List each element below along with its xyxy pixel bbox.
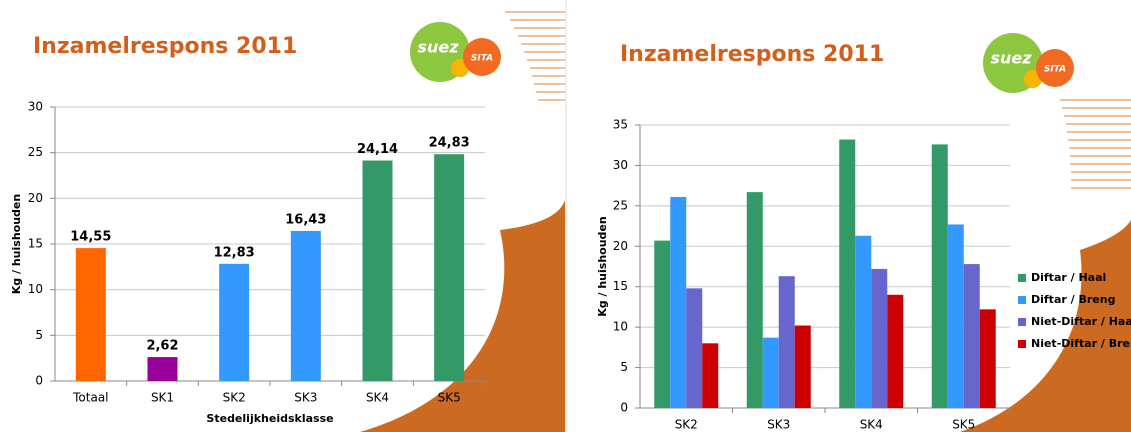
bar <box>839 139 856 408</box>
y-tick-label: 20 <box>613 239 628 253</box>
value-label: 12,83 <box>214 245 255 260</box>
right-decoration <box>960 99 1131 432</box>
left-decoration <box>360 0 565 432</box>
bar <box>947 224 964 408</box>
bar <box>147 357 178 381</box>
logo-partner: SITA <box>1044 65 1066 75</box>
y-tick-label: 25 <box>613 198 628 212</box>
y-tick-label: 25 <box>28 145 43 159</box>
bar <box>887 294 904 408</box>
bar <box>794 325 811 408</box>
bar <box>434 154 465 381</box>
x-tick-label: SK3 <box>294 391 317 405</box>
x-tick-label: SK2 <box>223 391 246 405</box>
x-tick-label: SK5 <box>438 391 461 405</box>
bar <box>654 240 671 408</box>
y-tick-label: 15 <box>28 237 43 251</box>
logo-partner: SITA <box>471 54 493 64</box>
value-label: 2,62 <box>146 339 178 354</box>
chart-title: Inzamelrespons 2011 <box>33 34 297 59</box>
x-tick-label: SK4 <box>860 418 883 432</box>
bar <box>963 264 980 408</box>
x-tick-label: SK3 <box>767 418 790 432</box>
bar <box>855 235 872 408</box>
legend-label: Niet-Diftar / Breng <box>1031 337 1131 350</box>
y-tick-label: 35 <box>613 118 628 132</box>
bar <box>686 288 703 408</box>
bar <box>746 192 763 408</box>
bar <box>362 160 393 381</box>
y-tick-label: 0 <box>35 374 43 388</box>
y-tick-label: 20 <box>28 191 43 205</box>
x-tick-label: SK4 <box>366 391 389 405</box>
charts: Inzamelrespons 2011 suez SITA 0 5 10 15 20 25 30 T… <box>10 22 1131 432</box>
bar <box>290 230 321 381</box>
bar <box>778 276 795 408</box>
x-axis-label: Stedelijkheidsklasse <box>206 412 333 425</box>
legend-label: Diftar / Haal <box>1031 271 1106 284</box>
value-label: 24,83 <box>429 136 470 151</box>
x-tick-label: SK1 <box>151 391 174 405</box>
bar <box>871 268 888 408</box>
x-tick-label: SK2 <box>675 418 698 432</box>
bar <box>762 337 779 408</box>
legend-label: Diftar / Breng <box>1031 293 1115 306</box>
bar <box>670 196 687 408</box>
bar <box>75 248 106 381</box>
value-label: 14,55 <box>70 230 111 245</box>
bar <box>219 263 250 381</box>
y-tick-label: 10 <box>613 320 628 334</box>
y-tick-label: 15 <box>613 279 628 293</box>
value-label: 16,43 <box>285 212 326 227</box>
bar <box>702 343 719 408</box>
legend-swatch <box>1018 340 1026 348</box>
logo-partner-circle <box>1036 49 1074 87</box>
y-axis-label: Kg / huishouden <box>596 216 609 316</box>
logo-partner-circle <box>463 38 501 76</box>
bar <box>979 309 996 408</box>
logo-brand: suez <box>990 49 1032 68</box>
y-tick-label: 0 <box>620 401 628 415</box>
y-tick-label: 10 <box>28 282 43 296</box>
y-axis-label: Kg / huishouden <box>10 194 23 294</box>
chart-title: Inzamelrespons 2011 <box>620 42 884 67</box>
y-tick-label: 30 <box>613 158 628 172</box>
logo-brand: suez <box>417 38 459 57</box>
y-tick-label: 5 <box>620 360 628 374</box>
y-tick-label: 30 <box>28 100 43 114</box>
value-label: 24,14 <box>357 142 398 157</box>
bar <box>931 144 948 409</box>
legend-swatch <box>1018 296 1026 304</box>
legend-swatch <box>1018 274 1026 282</box>
legend-label: Niet-Diftar / Haal <box>1031 315 1131 328</box>
x-tick-label: SK5 <box>952 418 975 432</box>
y-tick-label: 5 <box>35 328 43 342</box>
x-tick-label: Totaal <box>72 391 108 405</box>
legend-swatch <box>1018 318 1026 326</box>
